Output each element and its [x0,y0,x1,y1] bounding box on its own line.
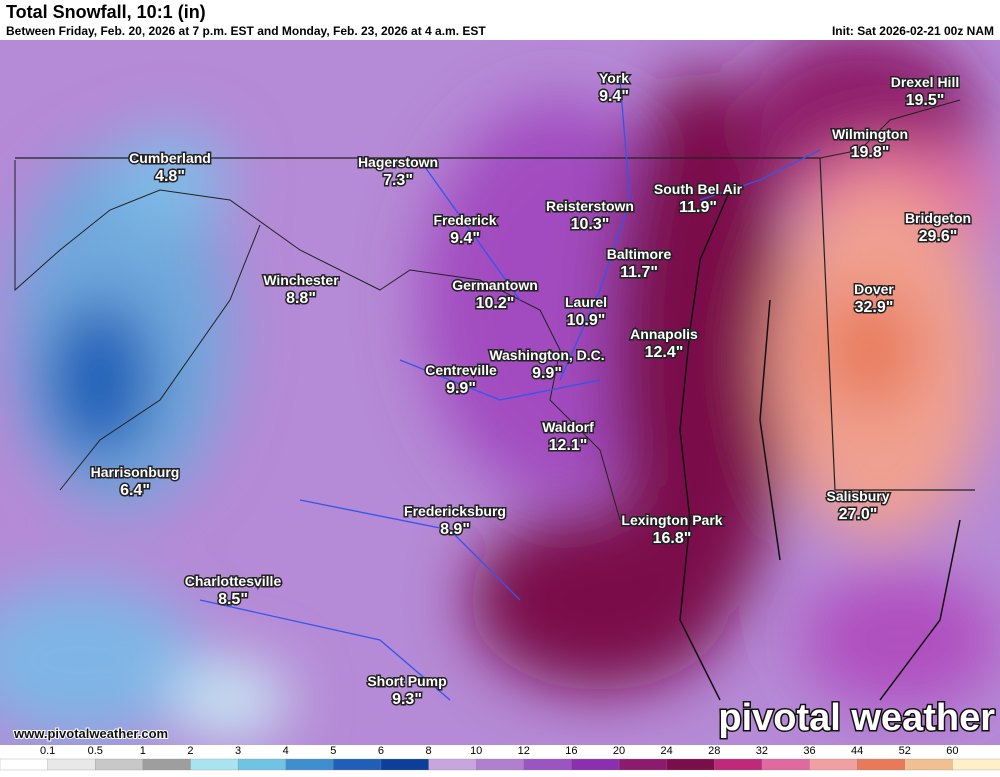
colorbar-swatch [952,758,1000,771]
colorbar-tick-label: 6 [378,745,384,757]
colorbar-swatch [714,758,763,771]
city-amount: 11.9" [679,199,717,216]
city-name: Bridgeton [905,210,971,226]
colorbar-swatch [285,758,334,771]
city-amount: 32.9" [855,299,894,316]
city-name: Drexel Hill [891,74,959,90]
colorbar-swatch [476,758,525,771]
colorbar-tick-label: 52 [899,745,911,757]
colorbar-swatch [142,758,192,771]
logo: pivotal weather [718,697,995,739]
city-amount: 9.4" [599,88,629,105]
city-name: Salisbury [826,488,889,504]
city-name: Reisterstown [546,198,634,214]
city-amount: 10.2" [476,295,515,312]
city-amount: 9.3" [392,691,422,708]
city-name: Annapolis [630,326,698,342]
city-name: Baltimore [607,246,672,262]
colorbar-swatch [761,758,811,771]
city-name: York [599,70,629,86]
colorbar-tick-label: 36 [803,745,815,757]
colorbar-tick-label: 10 [470,745,482,757]
init: Init: Sat 2026-02-21 00z NAM [832,24,994,38]
city-amount: 6.4" [120,482,150,499]
city-amount: 4.8" [155,168,185,185]
city-amount: 27.0" [839,506,878,523]
city-amount: 12.1" [549,437,588,454]
city-amount: 10.3" [571,216,610,233]
colorbar-tick-label: 32 [756,745,768,757]
city-amount: 16.8" [653,530,692,547]
colorbar-swatch [380,758,430,771]
city-amount: 19.8" [851,144,890,161]
city-name: Lexington Park [621,512,722,528]
colorbar-tick-label: 16 [565,745,577,757]
subtitle: Between Friday, Feb. 20, 2026 at 7 p.m. … [6,24,486,38]
colorbar-swatch [190,758,239,771]
colorbar-tick-label: 28 [708,745,720,757]
city-name: Dover [854,281,894,297]
city-name: Charlottesville [185,573,282,589]
colorbar-swatch [571,758,620,771]
colorbar-swatch [333,758,382,771]
city-amount: 9.9" [532,365,562,382]
city-name: Short Pump [367,673,446,689]
city-name: Winchester [263,272,339,288]
city-name: Washington, D.C. [489,347,604,363]
colorbar-swatch [523,758,573,771]
colorbar-tick-label: 60 [946,745,958,757]
city-amount: 8.5" [218,591,248,608]
city-amount: 7.3" [383,172,413,189]
header-bg [0,0,1000,40]
city-name: Waldorf [542,419,594,435]
city-name: Laurel [565,294,607,310]
colorbar-tick-label: 20 [613,745,625,757]
colorbar-swatch [237,758,287,771]
city-amount: 12.4" [645,344,684,361]
city-amount: 8.8" [286,290,316,307]
city-name: Hagerstown [358,154,438,170]
colorbar-swatch [95,758,144,771]
city-name: Fredericksburg [404,503,506,519]
colorbar-tick-label: 3 [235,745,241,757]
city-amount: 10.9" [567,312,606,329]
website: www.pivotalweather.com [13,726,168,741]
colorbar-swatch [428,758,477,771]
colorbar-tick-label: 2 [187,745,193,757]
city-name: South Bel Air [654,181,743,197]
city-name: Centreville [425,362,497,378]
colorbar-swatch [904,758,954,771]
title: Total Snowfall, 10:1 (in) [6,2,206,22]
city-amount: 8.9" [440,521,470,538]
city-amount: 29.6" [919,228,958,245]
colorbar-swatch [666,758,715,771]
colorbar-tick-label: 0.1 [40,745,55,757]
city-amount: 9.9" [446,380,476,397]
city-amount: 11.7" [620,264,658,281]
colorbar-tick-label: 0.5 [88,745,103,757]
colorbar-tick-label: 12 [518,745,530,757]
colorbar-tick-label: 24 [661,745,673,757]
colorbar-swatch [47,758,96,771]
colorbar-tick-label: 44 [851,745,863,757]
city-name: Cumberland [129,150,211,166]
colorbar-tick-label: 8 [426,745,432,757]
city-name: Wilmington [832,126,908,142]
colorbar-swatch [0,758,49,771]
city-amount: 19.5" [906,92,945,109]
colorbar-swatch [809,758,858,771]
city-name: Germantown [452,277,538,293]
colorbar-swatch [856,758,906,771]
city-name: Frederick [433,212,496,228]
colorbar-swatch [618,758,668,771]
map [0,30,1000,745]
city-amount: 9.4" [450,230,480,247]
colorbar-tick-label: 1 [140,745,146,757]
colorbar-tick-label: 4 [283,745,289,757]
city-name: Harrisonburg [91,464,180,480]
colorbar-tick-label: 5 [330,745,336,757]
